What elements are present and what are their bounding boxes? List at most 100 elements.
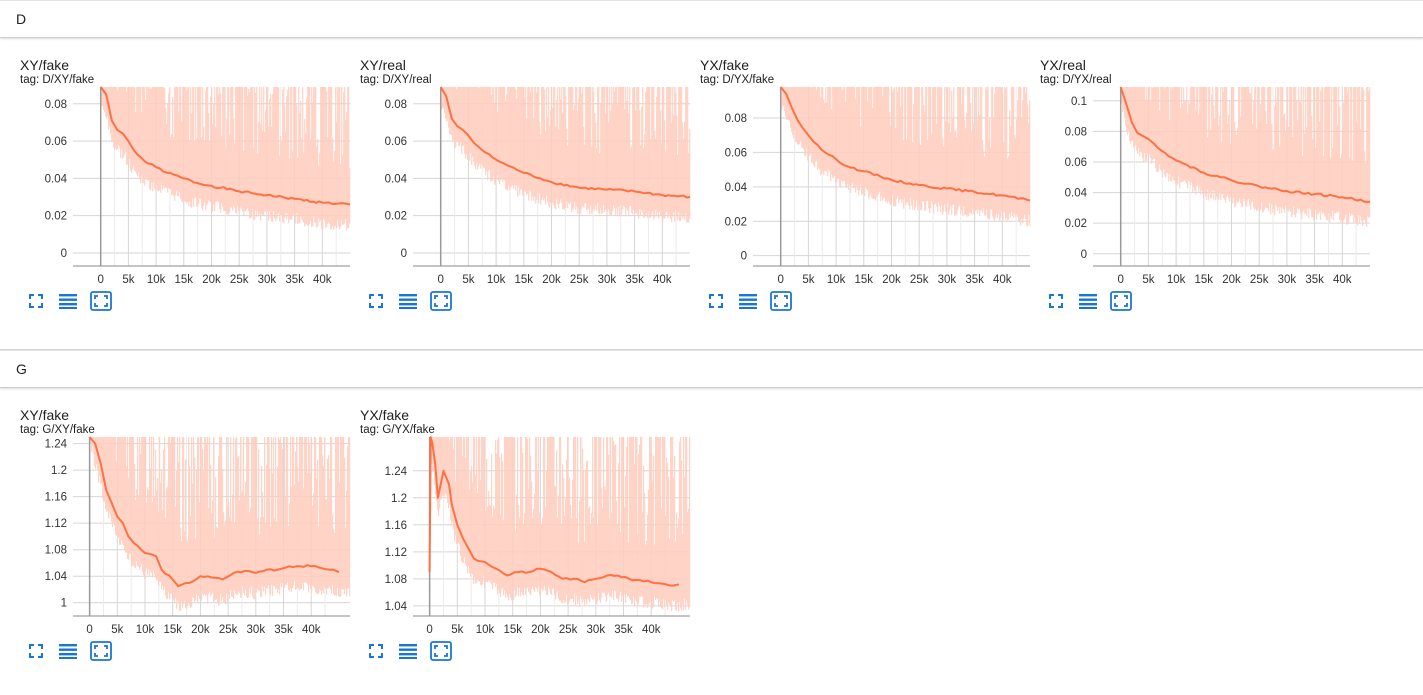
x-tick-label: 20k [542,274,561,286]
y-tick-label: 0.02 [725,216,747,228]
y-tick-label: 1.2 [391,493,407,505]
fit-domain-icon[interactable] [1110,291,1132,311]
y-tick-label: 0.08 [45,99,67,111]
y-tick-label: 1.24 [45,439,68,451]
y-tick-label: 1.2 [51,465,67,477]
x-tick-label: 10k [136,624,155,636]
y-tick-label: 0.06 [725,147,747,159]
x-tick-label: 10k [147,274,166,286]
x-tick-label: 30k [247,624,266,636]
toggle-log-scale-icon[interactable] [58,641,80,661]
chart-card: YX/fake tag: D/YX/fake 0 0.02 0.04 0.06 0.08… [680,37,1031,337]
x-tick-label: 25k [230,274,249,286]
section-header-g[interactable]: G [0,350,1423,388]
x-tick-label: 40k [1333,274,1352,286]
y-tick-label: 0.02 [1065,218,1087,230]
toggle-log-scale-icon[interactable] [1078,291,1100,311]
toggle-log-scale-icon[interactable] [398,291,420,311]
raw-data-band [100,87,351,231]
x-tick-label: 30k [938,274,957,286]
chart-card: XY/real tag: D/XY/real 0 0.02 0.04 0.06 0.08… [340,37,691,337]
fit-to-screen-icon[interactable] [26,291,48,311]
chart-title: XY/fake [20,407,70,423]
x-tick-label: 0 [777,274,783,286]
x-tick-label: 30k [587,624,606,636]
x-tick-label: 20k [202,274,221,286]
y-tick-label: 0.04 [1065,188,1088,200]
chart-tag: tag: G/XY/fake [20,424,95,436]
y-tick-label: 1.04 [385,601,408,613]
fit-to-screen-icon[interactable] [706,291,728,311]
plot-area[interactable]: 0 0.02 0.04 0.06 0.08 0 5k 10k 15k 20k 25k 30k 35k 40… [45,86,351,286]
y-tick-label: 0 [61,248,67,260]
y-tick-label: 0.08 [1065,126,1087,138]
fit-domain-icon[interactable] [90,291,112,311]
chart-tag: tag: G/YX/fake [360,424,435,436]
x-tick-label: 0 [86,624,92,636]
series-line [1119,86,1371,203]
series-line [99,86,351,206]
section-header-d[interactable]: D [0,0,1423,38]
x-tick-label: 25k [570,274,589,286]
x-tick-label: 25k [559,624,578,636]
series-line [88,436,340,588]
raw-data-band [440,87,691,223]
x-tick-label: 25k [219,624,238,636]
plot-area[interactable]: 0 0.02 0.04 0.06 0.08 0 5k 10k 15k 20k 25k 30k 35k 40… [725,86,1031,286]
y-tick-label: 0.06 [1065,157,1087,169]
fit-to-screen-icon[interactable] [26,641,48,661]
toggle-log-scale-icon[interactable] [738,291,760,311]
x-tick-label: 40k [302,624,321,636]
raw-data-band [429,437,691,612]
chart-tag: tag: D/XY/fake [20,74,95,86]
x-tick-label: 30k [1278,274,1297,286]
plot-area[interactable]: 1 1.04 1.08 1.12 1.16 1.2 1.24 0 5k 10k 15k 20k 25k 3… [45,436,351,636]
x-tick-label: 20k [882,274,901,286]
section-d-cards: XY/fake tag: D/XY/fake 0 0.02 0.04 0.06 0.08… [0,37,1423,350]
line-chart: 0 0.02 0.04 0.06 0.08 0 5k 10k 15k 20k 25k 30k 35k 40… [45,86,351,286]
fit-to-screen-icon[interactable] [366,641,388,661]
plot-area[interactable]: 1.04 1.08 1.12 1.16 1.2 1.24 0 5k 10k 15k 20k 25k 30… [385,436,691,636]
toggle-log-scale-icon[interactable] [58,291,80,311]
y-tick-label: 1.16 [385,520,407,532]
fit-domain-icon[interactable] [430,291,452,311]
x-tick-label: 10k [1167,274,1186,286]
x-tick-label: 25k [1250,274,1269,286]
fit-to-screen-icon[interactable] [366,291,388,311]
chart-card: XY/fake tag: G/XY/fake 1 1.04 1.08 1.12 1.16… [0,387,351,687]
x-tick-label: 0 [426,624,432,636]
y-tick-label: 1.08 [385,574,407,586]
y-tick-label: 1.04 [45,571,68,583]
line-chart: 0 0.02 0.04 0.06 0.08 0.1 0 5k 10k 15k 20k 25k 30k 35… [1065,86,1371,286]
fit-domain-icon[interactable] [90,641,112,661]
toggle-log-scale-icon[interactable] [398,641,420,661]
x-tick-label: 15k [163,624,182,636]
x-tick-label: 5k [111,624,123,636]
plot-area[interactable]: 0 0.02 0.04 0.06 0.08 0 5k 10k 15k 20k 25k 30k 35k 40… [385,86,691,286]
chart-card: YX/fake tag: G/YX/fake 1.04 1.08 1.12 1.16 1… [340,387,691,687]
x-tick-label: 5k [802,274,814,286]
section-title: G [16,361,27,377]
y-tick-label: 1 [61,598,67,610]
x-tick-label: 15k [1195,274,1214,286]
fit-domain-icon[interactable] [770,291,792,311]
line-chart: 1 1.04 1.08 1.12 1.16 1.2 1.24 0 5k 10k 15k 20k 25k 3… [45,436,351,636]
fit-to-screen-icon[interactable] [1046,291,1068,311]
series-line [439,86,691,199]
plot-area[interactable]: 0 0.02 0.04 0.06 0.08 0.1 0 5k 10k 15k 20k 25k 30k 35… [1065,86,1371,286]
y-tick-label: 0.02 [45,211,67,223]
x-tick-label: 15k [855,274,874,286]
x-tick-label: 5k [122,274,134,286]
chart-card: XY/fake tag: D/XY/fake 0 0.02 0.04 0.06 0.08… [0,37,351,337]
line-chart: 0 0.02 0.04 0.06 0.08 0 5k 10k 15k 20k 25k 30k 35k 40… [725,86,1031,286]
x-tick-label: 25k [910,274,929,286]
y-tick-label: 1.24 [385,466,408,478]
x-tick-label: 15k [503,624,522,636]
section-title: D [16,11,27,27]
x-tick-label: 0 [437,274,443,286]
x-tick-label: 0 [1117,274,1123,286]
chart-title: XY/real [360,57,406,73]
x-tick-label: 15k [515,274,534,286]
chart-title: YX/real [1040,57,1086,73]
fit-domain-icon[interactable] [430,641,452,661]
